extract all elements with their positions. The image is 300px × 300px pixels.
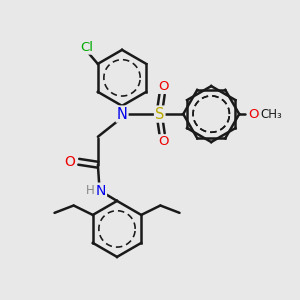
Text: O: O [64, 155, 75, 169]
Text: CH₃: CH₃ [260, 108, 282, 121]
Text: H: H [85, 184, 94, 196]
Text: N: N [117, 106, 128, 122]
Text: N: N [96, 184, 106, 198]
Text: S: S [155, 106, 164, 122]
Text: O: O [158, 80, 169, 93]
Text: Cl: Cl [80, 40, 93, 54]
Text: O: O [249, 108, 259, 121]
Text: O: O [158, 135, 169, 148]
